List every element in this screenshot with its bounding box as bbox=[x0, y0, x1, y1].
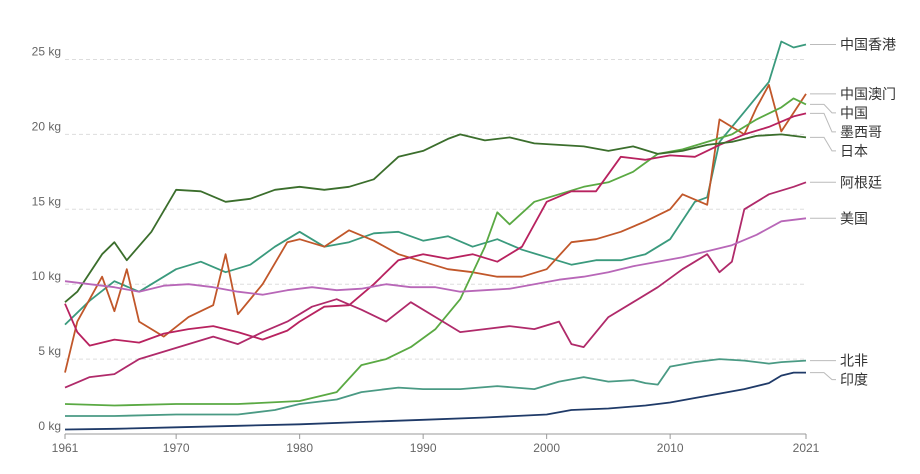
series-lines bbox=[64, 40, 807, 431]
grid-lines bbox=[65, 58, 806, 435]
series-line bbox=[64, 112, 807, 347]
series-line bbox=[64, 133, 807, 303]
x-tick-label: 2000 bbox=[533, 441, 560, 455]
series-line bbox=[64, 40, 807, 326]
series-label: 中国 bbox=[840, 106, 868, 122]
series-line bbox=[64, 97, 807, 407]
label-connector bbox=[810, 103, 836, 114]
y-tick-label: 0 kg bbox=[38, 419, 61, 433]
x-tick-label: 1990 bbox=[410, 441, 437, 455]
y-tick-label: 20 kg bbox=[32, 119, 61, 133]
series-label: 墨西哥 bbox=[840, 125, 882, 141]
series-label: 中国香港 bbox=[840, 37, 896, 53]
series-label: 日本 bbox=[840, 144, 868, 160]
series-label: 美国 bbox=[840, 211, 868, 227]
series-label: 北非 bbox=[840, 354, 868, 370]
y-tick-label: 5 kg bbox=[38, 344, 61, 358]
series-label: 阿根廷 bbox=[840, 175, 882, 191]
y-axis-ticks: 0 kg 5 kg 10 kg 15 kg 20 kg 25 kg bbox=[32, 44, 61, 433]
series-label: 印度 bbox=[840, 373, 868, 389]
x-tick-label: 1961 bbox=[52, 441, 79, 455]
series-line bbox=[64, 217, 807, 296]
x-axis: 1961 1970 1980 1990 2000 2010 2021 bbox=[52, 433, 820, 455]
x-tick-label: 1970 bbox=[163, 441, 190, 455]
label-connector bbox=[810, 136, 836, 152]
series-line bbox=[65, 358, 807, 417]
y-tick-label: 10 kg bbox=[32, 269, 61, 283]
series-line bbox=[64, 371, 806, 431]
series-line bbox=[64, 84, 807, 373]
y-tick-label: 15 kg bbox=[32, 194, 61, 208]
label-connector bbox=[810, 372, 836, 381]
x-tick-label: 2021 bbox=[793, 441, 820, 455]
series-line bbox=[64, 181, 807, 389]
x-tick-label: 1980 bbox=[286, 441, 313, 455]
x-tick-label: 2010 bbox=[657, 441, 684, 455]
label-connector bbox=[810, 112, 836, 133]
series-label: 中国澳门 bbox=[840, 87, 896, 103]
y-tick-label: 25 kg bbox=[32, 44, 61, 58]
